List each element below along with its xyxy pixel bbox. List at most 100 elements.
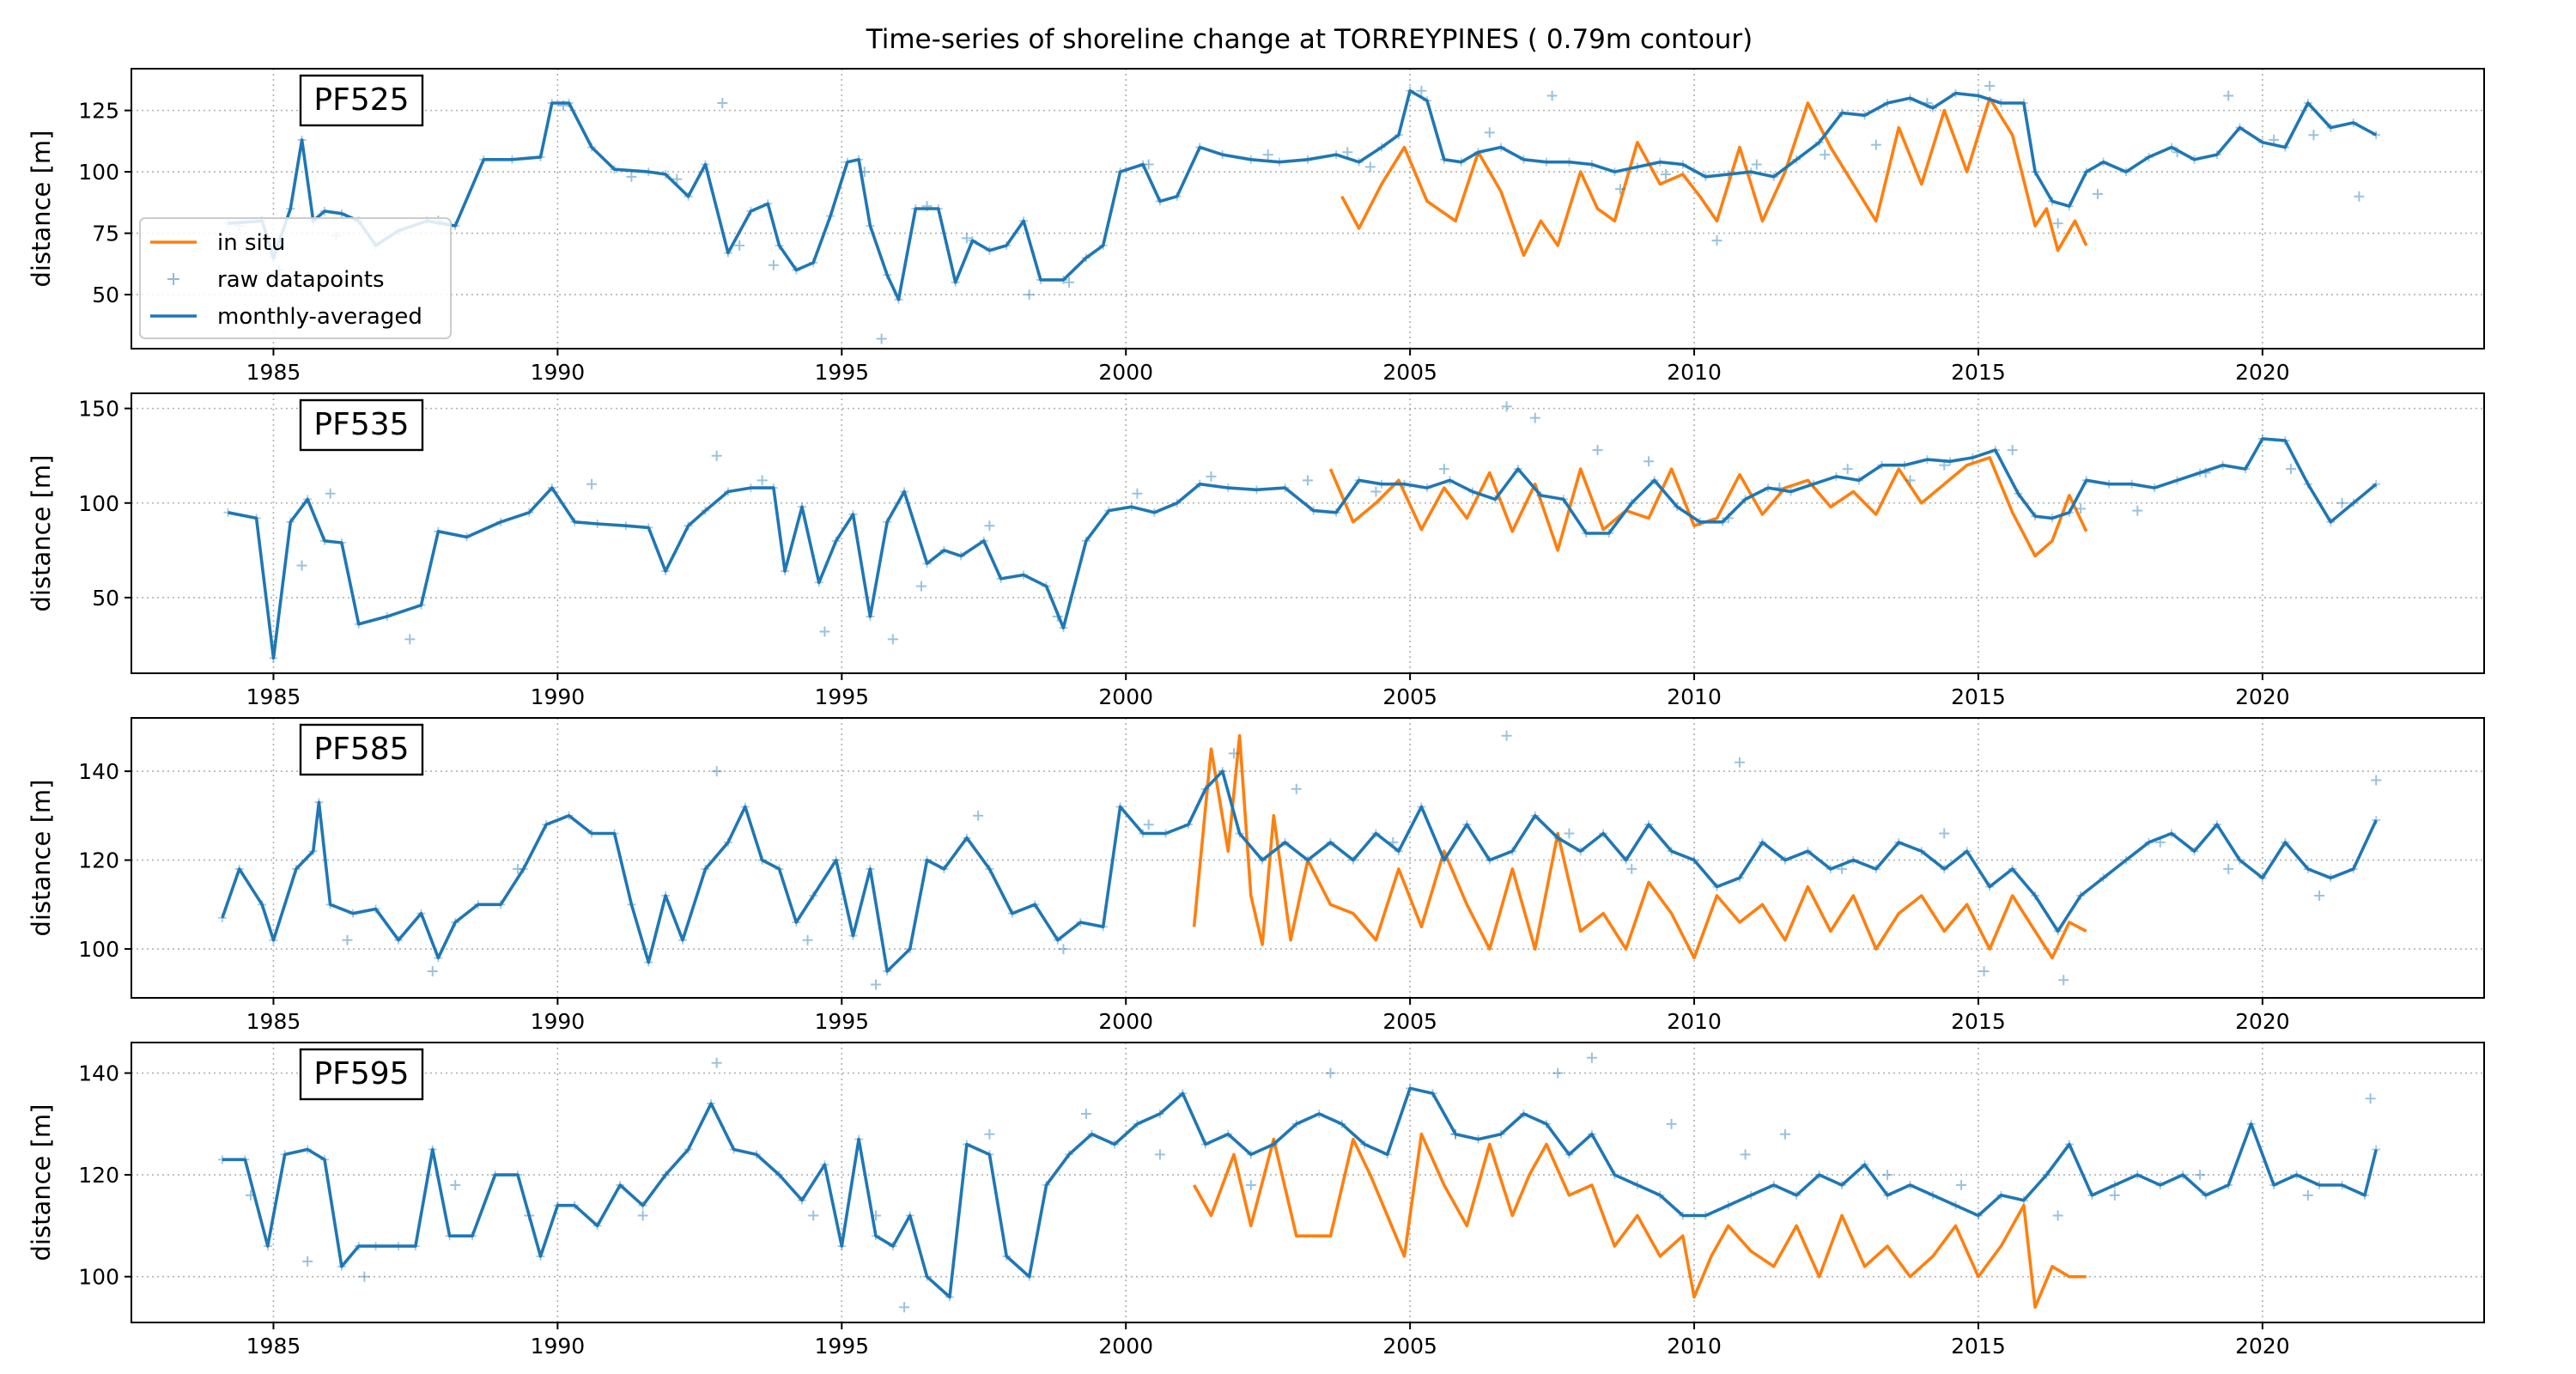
x-tick-label: 2020 [2235,684,2290,709]
panel-label-frame [299,1048,424,1101]
axes-frame [131,68,2485,350]
y-axis-label: distance [m] [27,1104,56,1262]
raw-datapoint [1564,828,1575,839]
x-tick-label: 2000 [1098,1009,1153,1034]
raw-datapoint [915,581,927,592]
x-tick-label: 2000 [1098,360,1153,385]
raw-datapoint [296,560,307,571]
axes-frame [131,1042,2485,1323]
raw-datapoint [2109,1189,2120,1201]
in-situ-line [1328,456,2088,558]
y-tick-label: 100 [78,937,119,962]
raw-datapoint [1779,1128,1790,1140]
y-tick-label: 140 [78,1061,119,1086]
raw-datapoint [2336,497,2348,508]
x-tick-label: 1995 [814,684,869,709]
y-tick-label: 140 [78,759,119,784]
raw-datapoint [1501,401,1512,412]
raw-datapoint [984,520,995,532]
x-tick-label: 2010 [1667,1009,1722,1034]
y-axis-label: distance [m] [27,455,56,612]
y-tick-label: 150 [78,397,119,422]
raw-datapoint [1586,1052,1597,1063]
x-tick-label: 2020 [2235,360,2290,385]
raw-datapoint [1939,828,1950,839]
y-tick-label: 100 [78,160,119,185]
monthly-averaged-line [222,1086,2379,1299]
x-tick-label: 2005 [1382,1009,1437,1034]
raw-datapoint [1552,1067,1564,1079]
raw-datapoint [1842,464,1853,475]
raw-datapoint [1820,149,1831,161]
raw-datapoint [1370,486,1382,497]
raw-datapoint [2223,863,2234,874]
raw-datapoint [2195,1170,2206,1181]
raw-datapoint [1416,85,1427,96]
raw-datapoint [961,233,972,244]
panel-label-frame [299,74,424,127]
raw-datapoint [1342,147,1353,158]
raw-datapoint [756,475,768,486]
raw-datapoint [1615,184,1626,195]
x-tick-label: 2015 [1951,1009,2006,1034]
panel-label-frame [299,398,424,452]
raw-datapoint [325,488,336,499]
raw-datapoint [899,1302,910,1313]
panel-label: PF595 [313,1056,409,1091]
raw-datapoint [1132,488,1143,499]
raw-datapoint [1740,1149,1751,1160]
raw-datapoint [711,1057,722,1068]
monthly-averaged-line [228,437,2378,660]
raw-datapoint [1905,475,1916,486]
raw-datapoint [671,173,683,185]
raw-datapoint [2223,90,2234,101]
raw-datapoint [876,333,887,344]
x-tick-label: 1985 [246,1334,301,1359]
x-tick-label: 2010 [1667,1334,1722,1359]
raw-datapoint [1262,149,1273,161]
x-tick-label: 1990 [531,1009,586,1034]
legend-label: raw datapoints [217,267,385,293]
in-situ-line [1193,1132,2087,1309]
raw-datapoint [1245,1179,1256,1190]
raw-datapoint [302,1255,313,1267]
x-tick-label: 2010 [1667,360,1722,385]
y-tick-label: 75 [92,222,119,246]
x-tick-label: 1990 [531,1334,586,1359]
panel-label: PF535 [313,407,409,442]
raw-datapoint [626,171,637,182]
raw-datapoint [1546,90,1558,101]
panel-label: PF525 [313,82,409,118]
raw-datapoint [513,863,524,874]
raw-datapoint [1064,277,1075,288]
raw-datapoint [2052,218,2063,229]
raw-datapoint [2354,191,2365,202]
axes-frame [131,717,2485,999]
raw-datapoint [1501,730,1512,741]
y-axis-label: distance [m] [27,780,56,937]
y-tick-label: 100 [78,491,119,516]
raw-datapoint [586,478,598,489]
panel-pf535: 1985 1990 1995 2000 2005 2010 2015 2020 50 100 150… [27,392,2485,709]
monthly-averaged-line [221,769,2378,973]
raw-datapoint [768,259,779,271]
x-tick-label: 2010 [1667,684,1722,709]
x-tick-label: 2000 [1098,1334,1153,1359]
raw-datapoint [1438,464,1449,475]
y-tick-label: 120 [78,848,119,873]
raw-datapoint [2058,975,2069,986]
legend: in situ raw datapoints monthly-averaged [139,217,452,339]
raw-datapoint [2052,1210,2063,1221]
raw-datapoint [711,766,722,777]
panel-label-frame [299,723,424,776]
y-tick-label: 120 [78,1163,119,1188]
raw-datapoint [1626,863,1637,874]
y-tick-label: 50 [92,283,119,307]
axes-frame [131,392,2485,674]
x-tick-label: 1990 [531,360,586,385]
raw-datapoint [2007,445,2018,456]
raw-datapoint [2314,890,2325,901]
raw-datapoint [734,240,745,251]
